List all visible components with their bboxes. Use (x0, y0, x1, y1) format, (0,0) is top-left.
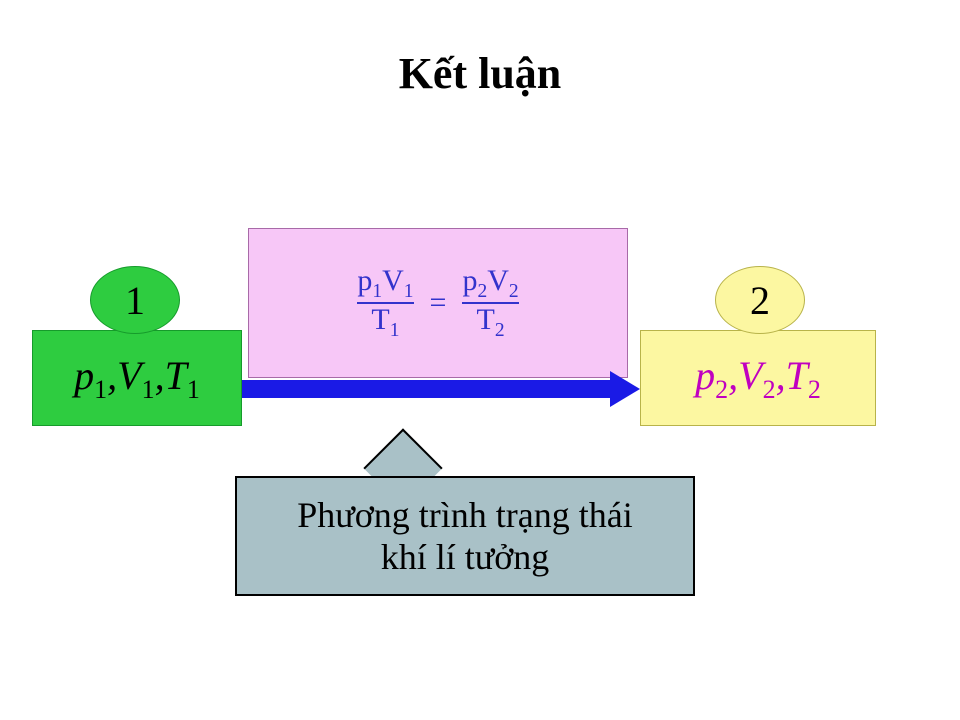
state-2-label: p2,V2,T2 (695, 352, 821, 405)
state-1-number-ellipse: 1 (90, 266, 180, 334)
s1-V: V (117, 353, 141, 398)
state-2-number-ellipse: 2 (715, 266, 805, 334)
eq-T2-sub: 2 (495, 320, 505, 341)
state-1-box: p1,V1,T1 (32, 330, 242, 426)
eq-p1-sub: 1 (372, 281, 382, 302)
eq-p2-sub: 2 (477, 281, 487, 302)
s1-T: T (165, 353, 187, 398)
eq-T1-sub: 1 (390, 320, 400, 341)
s2-V: V (738, 353, 762, 398)
diagram-stage: Kết luận p1V1 T1 = p2V2 T2 (0, 0, 960, 720)
title-text: Kết luận (399, 49, 562, 98)
eq-p1-p: p (357, 264, 372, 297)
eq-T1-T: T (371, 303, 389, 336)
s2-p: p (695, 353, 715, 398)
state-2-number: 2 (750, 277, 770, 324)
callout-box: Phương trình trạng thái khí lí tưởng (235, 476, 695, 596)
page-title: Kết luận (0, 48, 960, 99)
eq-right-denominator: T2 (477, 304, 505, 341)
s2-T-sub: 2 (808, 375, 821, 404)
equation-content: p1V1 T1 = p2V2 T2 (357, 265, 518, 342)
s1-T-sub: 1 (187, 375, 200, 404)
state-1-number: 1 (125, 277, 145, 324)
eq-left-numerator: p1V1 (357, 265, 413, 302)
s2-c2: , (776, 353, 786, 398)
eq-right-numerator: p2V2 (462, 265, 518, 302)
s2-p-sub: 2 (715, 375, 728, 404)
s2-c1: , (728, 353, 738, 398)
state-1-label: p1,V1,T1 (74, 352, 200, 405)
eq-V2-sub: 2 (509, 281, 519, 302)
state-2-box: p2,V2,T2 (640, 330, 876, 426)
eq-V1-sub: 1 (404, 281, 414, 302)
callout-text: Phương trình trạng thái khí lí tưởng (297, 494, 633, 578)
equation-left-fraction: p1V1 T1 (357, 265, 413, 342)
s1-c1: , (107, 353, 117, 398)
transition-arrow-head-icon (610, 371, 640, 407)
s1-V-sub: 1 (142, 375, 155, 404)
eq-T2-T: T (477, 303, 495, 336)
s1-p: p (74, 353, 94, 398)
callout-line-2: khí lí tưởng (297, 536, 633, 578)
s2-T: T (786, 353, 808, 398)
equals-sign: = (426, 286, 451, 320)
eq-V1-V: V (382, 264, 404, 297)
transition-arrow-shaft (230, 380, 610, 398)
eq-V2-V: V (487, 264, 509, 297)
eq-p2-p: p (462, 264, 477, 297)
s1-p-sub: 1 (94, 375, 107, 404)
equation-right-fraction: p2V2 T2 (462, 265, 518, 342)
equation-box: p1V1 T1 = p2V2 T2 (248, 228, 628, 378)
eq-left-denominator: T1 (371, 304, 399, 341)
s2-V-sub: 2 (763, 375, 776, 404)
callout-line-1: Phương trình trạng thái (297, 494, 633, 536)
s1-c2: , (155, 353, 165, 398)
